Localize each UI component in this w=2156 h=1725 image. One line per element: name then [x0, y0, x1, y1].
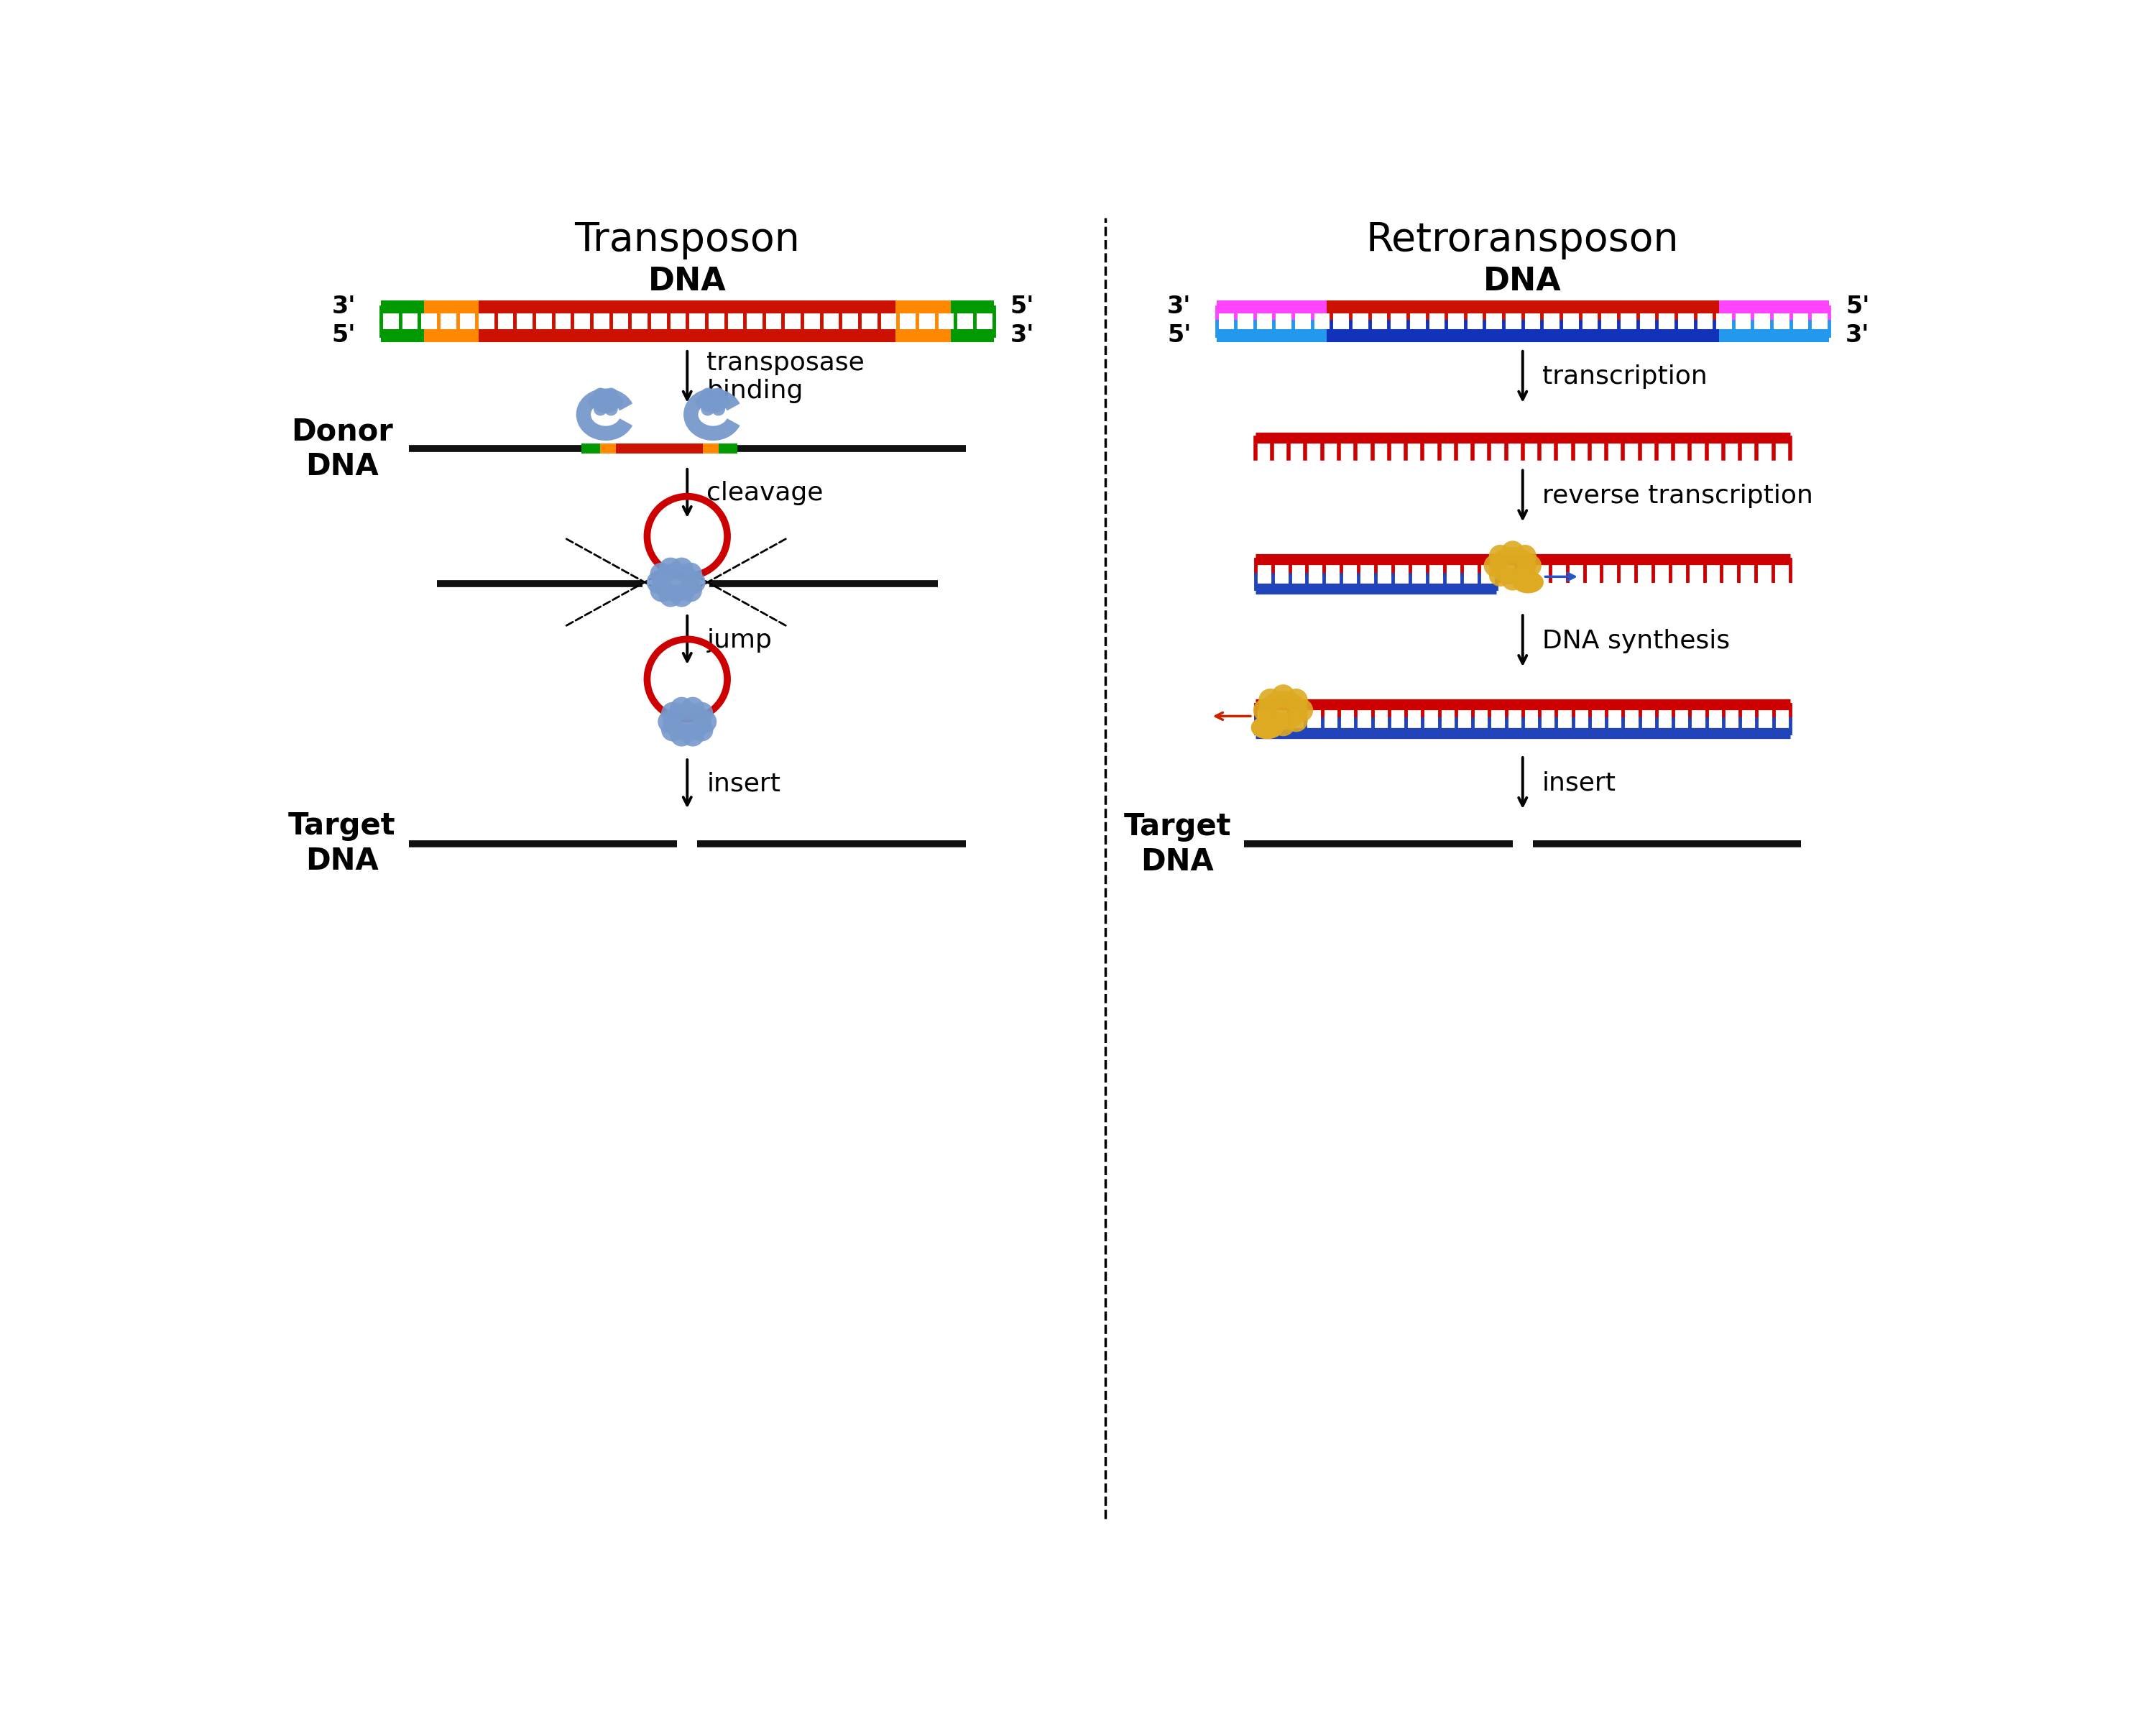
Circle shape [694, 711, 716, 733]
Text: 5': 5' [1166, 324, 1192, 347]
Text: DNA synthesis: DNA synthesis [1542, 628, 1729, 654]
Circle shape [690, 719, 714, 742]
Circle shape [683, 571, 705, 593]
Ellipse shape [1511, 571, 1544, 593]
Circle shape [1259, 688, 1283, 712]
Circle shape [1289, 699, 1313, 723]
Circle shape [701, 388, 714, 402]
Ellipse shape [699, 390, 727, 412]
Text: 3': 3' [332, 295, 356, 319]
Circle shape [1285, 709, 1309, 731]
Circle shape [1501, 568, 1524, 590]
Circle shape [681, 697, 705, 719]
Circle shape [651, 562, 673, 585]
Circle shape [1483, 554, 1507, 576]
Circle shape [651, 580, 673, 602]
Ellipse shape [651, 562, 701, 602]
Circle shape [660, 557, 681, 580]
Circle shape [1490, 545, 1511, 568]
Circle shape [647, 571, 671, 593]
Text: transposase
binding: transposase binding [707, 350, 865, 404]
Circle shape [1272, 712, 1296, 737]
Circle shape [1285, 688, 1309, 712]
Circle shape [610, 395, 623, 409]
Text: Transposon: Transposon [573, 221, 800, 260]
Circle shape [604, 388, 619, 402]
Text: cleavage: cleavage [707, 481, 824, 505]
Circle shape [589, 395, 602, 409]
Circle shape [1514, 564, 1537, 587]
Circle shape [711, 388, 724, 402]
Text: Target
DNA: Target DNA [289, 811, 397, 876]
Circle shape [1501, 540, 1524, 562]
Circle shape [696, 395, 709, 409]
Text: DNA: DNA [1483, 266, 1561, 297]
Text: DNA: DNA [649, 266, 727, 297]
Circle shape [1490, 564, 1511, 587]
Text: 5': 5' [1011, 295, 1035, 319]
Text: 3': 3' [1011, 324, 1035, 347]
Circle shape [1520, 554, 1542, 576]
Text: 5': 5' [1846, 295, 1869, 319]
Text: Retroransposon: Retroransposon [1367, 221, 1680, 260]
Circle shape [671, 557, 694, 580]
Circle shape [671, 697, 694, 719]
Text: insert: insert [707, 771, 780, 797]
Circle shape [681, 723, 705, 747]
Text: transcription: transcription [1542, 364, 1708, 390]
Circle shape [716, 395, 731, 409]
Circle shape [593, 388, 608, 402]
Circle shape [690, 702, 714, 724]
Circle shape [679, 562, 703, 585]
Circle shape [662, 719, 683, 742]
Circle shape [604, 402, 619, 416]
Circle shape [658, 711, 681, 733]
Circle shape [1514, 545, 1537, 568]
Ellipse shape [1259, 692, 1309, 730]
Circle shape [711, 402, 724, 416]
Ellipse shape [664, 702, 711, 740]
Circle shape [701, 402, 714, 416]
Text: Donor
DNA: Donor DNA [291, 416, 392, 481]
Text: 3': 3' [1846, 324, 1869, 347]
Circle shape [671, 723, 694, 747]
Circle shape [671, 585, 694, 607]
Circle shape [662, 702, 683, 724]
Text: reverse transcription: reverse transcription [1542, 483, 1813, 509]
Text: 3': 3' [1166, 295, 1192, 319]
Ellipse shape [1490, 547, 1535, 585]
Ellipse shape [591, 390, 621, 412]
Circle shape [679, 580, 703, 602]
Circle shape [1253, 699, 1276, 723]
Text: insert: insert [1542, 771, 1617, 795]
Ellipse shape [1250, 716, 1283, 738]
Text: Target
DNA: Target DNA [1123, 811, 1231, 876]
Text: 5': 5' [332, 324, 356, 347]
Text: jump: jump [707, 628, 772, 652]
Circle shape [593, 402, 608, 416]
Circle shape [1272, 685, 1296, 707]
Circle shape [660, 585, 681, 607]
Circle shape [1259, 709, 1283, 731]
